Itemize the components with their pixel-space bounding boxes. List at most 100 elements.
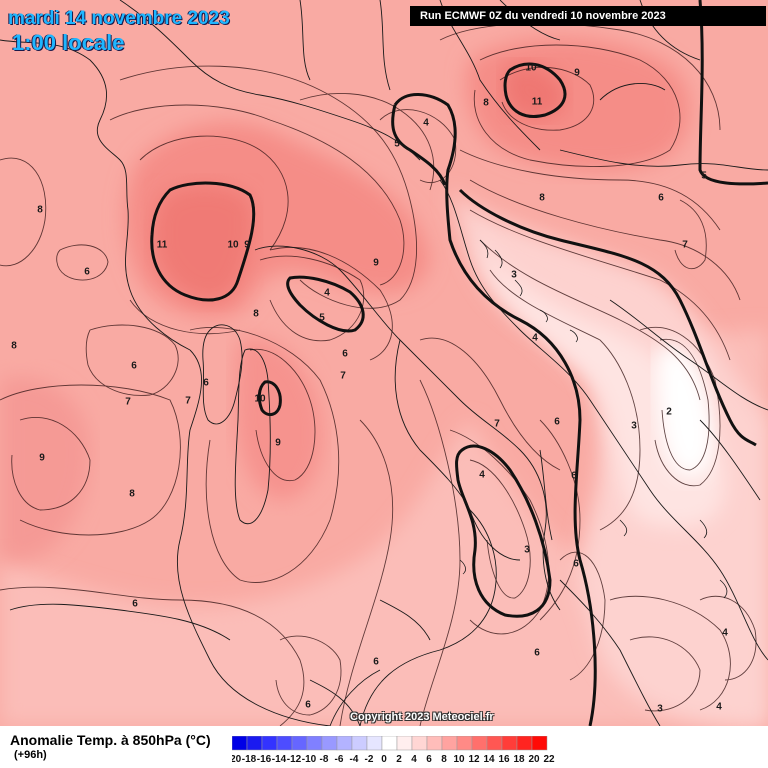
scale-tick-label: -4 bbox=[350, 754, 359, 765]
contour-label: 3 bbox=[657, 704, 663, 715]
scale-tick-label: -6 bbox=[335, 754, 344, 765]
contour-label: 6 bbox=[203, 378, 209, 389]
scale-swatch bbox=[486, 736, 503, 751]
contour-label: 6 bbox=[131, 361, 137, 372]
contour-label: 10 bbox=[254, 394, 266, 405]
scale-swatch bbox=[381, 736, 398, 751]
scale-swatch bbox=[366, 736, 383, 751]
contour-label: 5 bbox=[701, 171, 707, 182]
scale-tick-label: -14 bbox=[272, 754, 287, 765]
contour-label: 6 bbox=[534, 648, 540, 659]
contour-label: 3 bbox=[524, 545, 530, 556]
thick-contours bbox=[150, 0, 768, 726]
contour-label: 11 bbox=[532, 97, 543, 108]
scale-swatch bbox=[501, 736, 518, 751]
scale-tick-label: 18 bbox=[513, 754, 525, 765]
contour-label: 9 bbox=[373, 258, 379, 269]
scale-swatch bbox=[396, 736, 413, 751]
scale-swatch bbox=[291, 736, 308, 751]
anomaly-zone-warm-core-northeast bbox=[502, 62, 567, 120]
contour-label: 4 bbox=[324, 288, 330, 299]
contour-label: 6 bbox=[571, 471, 577, 482]
scale-tick-label: -20 bbox=[232, 754, 242, 765]
scale-swatch bbox=[232, 736, 248, 751]
scale-tick-label: 4 bbox=[411, 754, 417, 765]
contour-label: 7 bbox=[682, 240, 688, 251]
contour-label: 8 bbox=[37, 205, 43, 216]
forecast-date: mardi 14 novembre 2023 bbox=[8, 8, 230, 29]
contour-label: 6 bbox=[373, 657, 379, 668]
scale-tick-label: 16 bbox=[498, 754, 510, 765]
scale-swatch bbox=[336, 736, 353, 751]
scale-swatch bbox=[306, 736, 323, 751]
scale-swatch bbox=[516, 736, 533, 751]
anomaly-zone-3 bbox=[470, 230, 726, 528]
contour-label: 10 bbox=[525, 63, 537, 74]
scale-swatch bbox=[276, 736, 293, 751]
contour-label: 10 bbox=[227, 240, 239, 251]
scale-tick-label: 20 bbox=[528, 754, 540, 765]
scale-swatch bbox=[321, 736, 338, 751]
scale-tick-label: -12 bbox=[287, 754, 302, 765]
temperature-anomaly-map: 8 6 8 6 7 9 8 6 11 10 9 8 4 5 6 7 9 6 7 10 9 4 5 8 10 11 9 8 6 5 7 3 4 3 2… bbox=[0, 0, 768, 726]
contour-label: 4 bbox=[722, 628, 728, 639]
scale-tick-label: 12 bbox=[468, 754, 480, 765]
contour-label: 6 bbox=[573, 559, 579, 570]
scale-tick-label: 14 bbox=[483, 754, 495, 765]
contour-label: 6 bbox=[554, 417, 560, 428]
contour-label: 8 bbox=[483, 98, 489, 109]
contour-label: 8 bbox=[129, 489, 135, 500]
contour-label: 7 bbox=[494, 419, 500, 430]
scale-swatch bbox=[261, 736, 278, 751]
contour-label: 4 bbox=[423, 118, 429, 129]
contour-labels: 8 6 8 6 7 9 8 6 11 10 9 8 4 5 6 7 9 6 7 10 9 4 5 8 10 11 9 8 6 5 7 3 4 3 2… bbox=[11, 63, 728, 715]
contour-label: 9 bbox=[244, 240, 250, 251]
scale-swatch bbox=[246, 736, 263, 751]
contour-label: 9 bbox=[275, 438, 281, 449]
scale-swatch bbox=[411, 736, 428, 751]
contour-label: 6 bbox=[658, 193, 664, 204]
scale-tick-label: -18 bbox=[242, 754, 257, 765]
anomaly-zone-warm-core-west bbox=[153, 185, 254, 301]
contour-label: 2 bbox=[666, 407, 672, 418]
scale-tick-label: 22 bbox=[543, 754, 555, 765]
forecast-step: (+96h) bbox=[14, 749, 47, 761]
contour-label: 8 bbox=[539, 193, 545, 204]
anomaly-zone-6 bbox=[0, 330, 768, 726]
contour-label: 9 bbox=[574, 68, 580, 79]
contour-label: 5 bbox=[394, 139, 400, 150]
copyright-notice: Copyright 2023 Meteociel.fr bbox=[350, 711, 494, 723]
contour-label: 8 bbox=[11, 341, 17, 352]
color-scale: -20-18-16-14-12-10-8-6-4-202468101214161… bbox=[232, 736, 555, 765]
contour-label: 6 bbox=[305, 700, 311, 711]
scale-tick-label: 6 bbox=[426, 754, 432, 765]
scale-tick-label: -10 bbox=[302, 754, 317, 765]
contour-label: 5 bbox=[319, 313, 325, 324]
contour-label: 7 bbox=[340, 371, 346, 382]
model-run-info: Run ECMWF 0Z du vendredi 10 novembre 202… bbox=[410, 6, 766, 26]
scale-tick-label: -8 bbox=[320, 754, 329, 765]
contour-label: 9 bbox=[39, 453, 45, 464]
legend-title: Anomalie Temp. à 850hPa (°C) bbox=[10, 732, 211, 748]
contour-label: 4 bbox=[479, 470, 485, 481]
thin-contours bbox=[0, 22, 757, 726]
contour-label: 7 bbox=[185, 396, 191, 407]
forecast-local-time: 1:00 locale bbox=[12, 30, 125, 55]
scale-tick-label: -2 bbox=[365, 754, 374, 765]
scale-tick-label: -16 bbox=[257, 754, 272, 765]
scale-swatch bbox=[426, 736, 443, 751]
contour-label: 6 bbox=[84, 267, 90, 278]
contour-label: 3 bbox=[511, 270, 517, 281]
scale-tick-label: 10 bbox=[453, 754, 465, 765]
scale-swatch bbox=[531, 736, 548, 751]
contour-label: 4 bbox=[532, 333, 538, 344]
scale-swatch bbox=[456, 736, 473, 751]
contour-label: 6 bbox=[342, 349, 348, 360]
anomaly-zone-warm-west-sea bbox=[0, 377, 91, 560]
anomaly-zone-2 bbox=[656, 344, 715, 478]
scale-tick-label: 2 bbox=[396, 754, 402, 765]
contour-label: 11 bbox=[157, 240, 168, 251]
contour-label: 7 bbox=[125, 397, 131, 408]
islands bbox=[459, 239, 728, 599]
